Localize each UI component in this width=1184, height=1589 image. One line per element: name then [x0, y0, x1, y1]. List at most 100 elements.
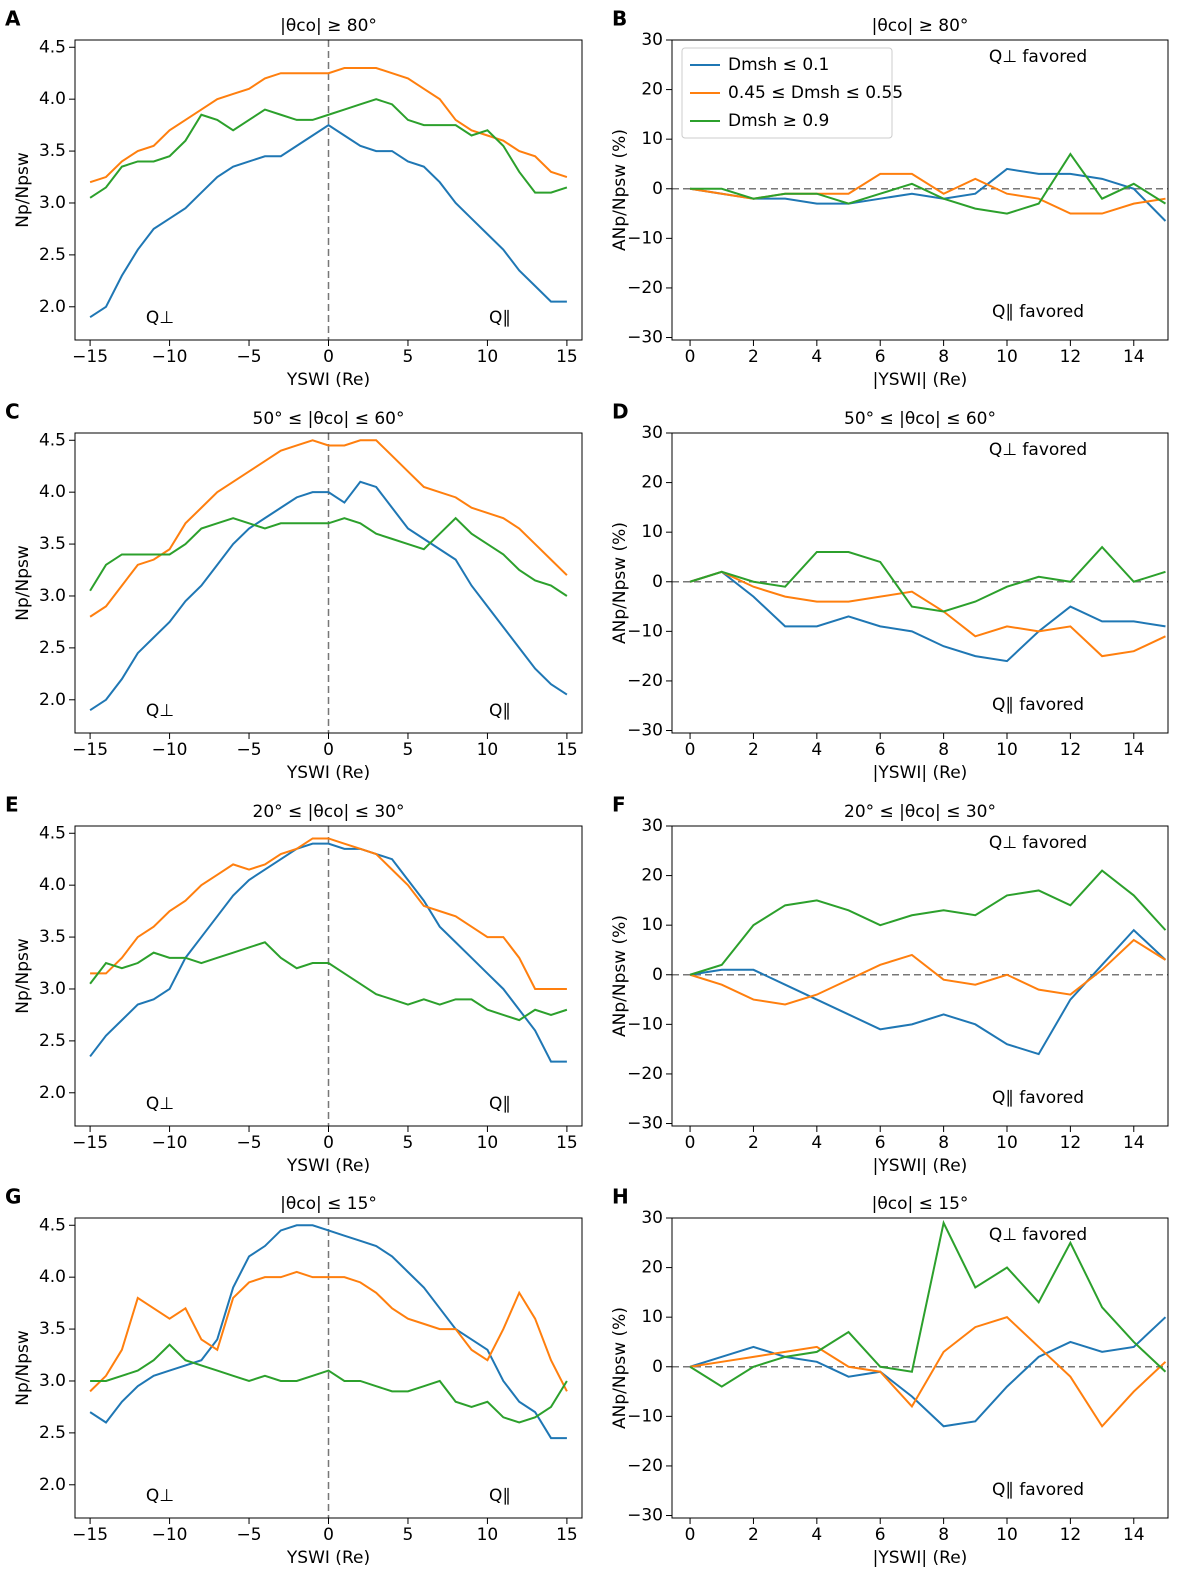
annotation: Q∥ favored [992, 695, 1084, 715]
chart-title: |θco| ≥ 80° [872, 16, 969, 36]
y-tick-label: 2.5 [39, 1031, 66, 1051]
plot-frame [74, 39, 583, 341]
x-tick-label: 10 [996, 1525, 1018, 1545]
data-line [689, 938, 1166, 1006]
y-tick-label: 2.0 [39, 1083, 66, 1103]
plot-frame [671, 39, 1169, 341]
x-tick-label: 0 [685, 1133, 696, 1153]
annotation: Q∥ favored [992, 1480, 1084, 1500]
plot-frame [74, 825, 583, 1127]
data-line [89, 123, 567, 319]
x-tick-label: 12 [1060, 347, 1082, 367]
y-tick-label: −30 [627, 328, 663, 348]
panel-label: E [5, 793, 19, 817]
x-tick-label: 10 [477, 1525, 499, 1545]
x-tick-label: 4 [811, 1525, 822, 1545]
x-tick-label: 0 [323, 1525, 334, 1545]
y-tick-label: 20 [641, 1258, 663, 1278]
x-tick-label: 6 [875, 1525, 886, 1545]
x-tick-label: 8 [938, 1133, 949, 1153]
data-line [90, 1343, 568, 1424]
data-line [89, 1224, 567, 1440]
data-line [90, 837, 567, 990]
data-line [89, 439, 568, 618]
data-line [689, 1316, 1167, 1428]
data-line [89, 1270, 568, 1393]
y-tick-label: 4.0 [39, 1267, 66, 1287]
data-line [689, 570, 1166, 663]
legend-label: Dmsh ≤ 0.1 [728, 55, 829, 75]
annotation: Q⊥ favored [989, 1225, 1087, 1245]
x-tick-label: −5 [237, 1525, 262, 1545]
y-tick-label: 4.5 [39, 1215, 66, 1235]
x-tick-label: 14 [1123, 1133, 1145, 1153]
x-tick-label: 0 [323, 347, 334, 367]
y-tick-label: 2.0 [39, 297, 66, 317]
x-tick-label: 2 [748, 1133, 759, 1153]
x-axis-label: |YSWI| (Re) [873, 763, 968, 783]
data-line [89, 480, 568, 712]
annotation: Q∥ [489, 1486, 511, 1506]
annotation: Q⊥ favored [989, 440, 1087, 460]
panel-label: H [612, 1185, 629, 1209]
y-tick-label: 2.5 [39, 245, 66, 265]
y-axis-label: Np/Npsw [13, 152, 33, 228]
x-tick-label: 6 [875, 740, 886, 760]
y-tick-label: 4.0 [39, 875, 66, 895]
plot-frame [671, 1217, 1169, 1519]
x-tick-label: −5 [237, 347, 262, 367]
x-tick-label: 4 [811, 740, 822, 760]
y-tick-label: 3.5 [39, 141, 66, 161]
y-tick-label: 3.0 [39, 1371, 66, 1391]
y-tick-label: 4.0 [39, 89, 66, 109]
y-tick-label: −10 [627, 621, 663, 641]
plot-frame [671, 825, 1169, 1127]
x-tick-label: 0 [685, 740, 696, 760]
y-tick-label: 10 [641, 129, 663, 149]
y-tick-label: 0 [652, 1357, 663, 1377]
annotation: Q⊥ favored [989, 833, 1087, 853]
x-tick-label: 10 [477, 1133, 499, 1153]
plot-frame [671, 432, 1169, 734]
y-tick-label: −10 [627, 1406, 663, 1426]
y-tick-label: 30 [641, 816, 663, 836]
panel-label: A [5, 7, 21, 31]
data-line [690, 152, 1166, 215]
y-tick-label: 10 [641, 1307, 663, 1327]
y-tick-label: −30 [627, 1114, 663, 1134]
x-tick-label: 12 [1060, 1525, 1082, 1545]
y-tick-label: 20 [641, 473, 663, 493]
y-tick-label: 4.5 [39, 823, 66, 843]
annotation: Q⊥ [146, 308, 174, 328]
x-tick-label: 0 [323, 1133, 334, 1153]
x-tick-label: 15 [556, 347, 578, 367]
data-line [89, 842, 567, 1063]
data-line [689, 869, 1167, 976]
y-axis-label: ANp/Npsw (%) [610, 129, 630, 251]
chart-title: 20° ≤ |θco| ≤ 30° [253, 802, 405, 822]
x-tick-label: −15 [72, 1133, 108, 1153]
y-tick-label: −20 [627, 671, 663, 691]
x-tick-label: 5 [403, 1525, 414, 1545]
chart-title: 50° ≤ |θco| ≤ 60° [844, 409, 996, 429]
y-tick-label: 3.5 [39, 534, 66, 554]
y-tick-label: −10 [627, 1014, 663, 1034]
x-axis-label: YSWI (Re) [286, 1156, 370, 1176]
y-tick-label: 20 [641, 80, 663, 100]
y-tick-label: 4.5 [39, 37, 66, 57]
y-tick-label: 2.0 [39, 1475, 66, 1495]
x-tick-label: 0 [323, 740, 334, 760]
y-tick-label: 2.5 [39, 1423, 66, 1443]
x-tick-label: −15 [72, 1525, 108, 1545]
x-tick-label: 6 [875, 1133, 886, 1153]
x-axis-label: YSWI (Re) [286, 1548, 370, 1568]
annotation: Q⊥ [146, 1094, 174, 1114]
plot-frame [74, 1217, 583, 1519]
x-tick-label: 15 [556, 1133, 578, 1153]
x-tick-label: 14 [1123, 740, 1145, 760]
plot-frame [74, 432, 583, 734]
x-tick-label: 15 [556, 1525, 578, 1545]
panel-label: G [5, 1185, 21, 1209]
x-tick-label: 0 [685, 347, 696, 367]
